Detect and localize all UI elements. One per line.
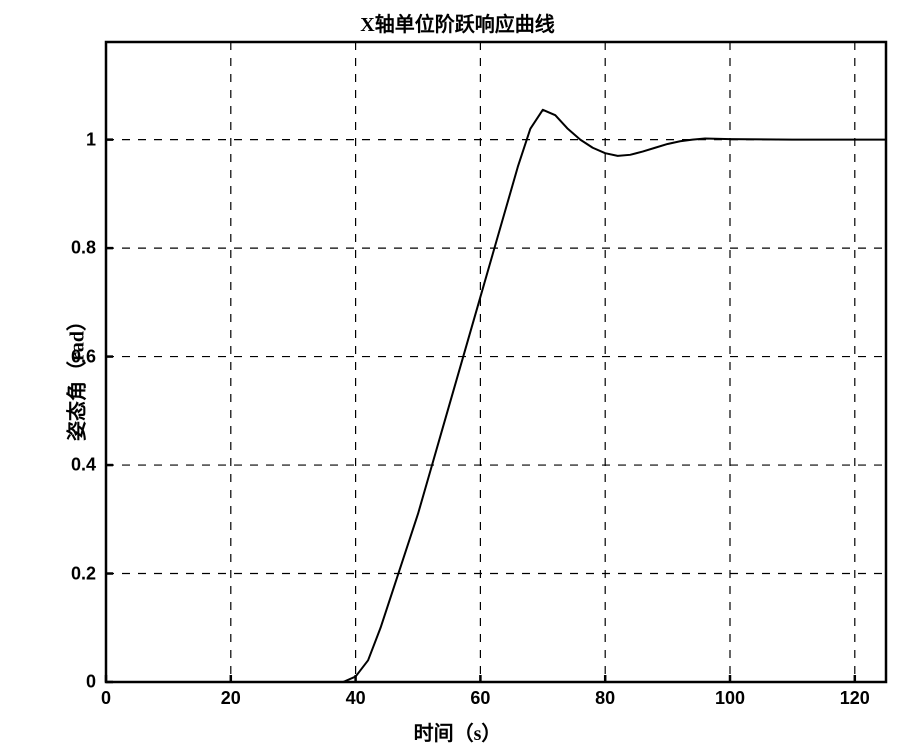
y-tick-label: 0 xyxy=(86,672,96,693)
x-tick-label: 0 xyxy=(101,688,111,709)
x-tick-label: 100 xyxy=(715,688,745,709)
x-tick-label: 120 xyxy=(840,688,870,709)
y-tick-label: 0.6 xyxy=(71,346,96,367)
y-tick-label: 0.8 xyxy=(71,238,96,259)
chart-title: X轴单位阶跃响应曲线 xyxy=(0,8,915,37)
chart-svg xyxy=(106,42,886,682)
x-tick-label: 40 xyxy=(346,688,366,709)
axis-box xyxy=(106,42,886,682)
y-tick-label: 1 xyxy=(86,129,96,150)
x-axis-label: 时间（s） xyxy=(0,717,915,746)
x-tick-label: 80 xyxy=(595,688,615,709)
plot-area xyxy=(106,42,886,682)
y-tick-label: 0.4 xyxy=(71,455,96,476)
x-tick-label: 60 xyxy=(470,688,490,709)
y-tick-label: 0.2 xyxy=(71,563,96,584)
y-axis-label: 姿态角（rad） xyxy=(61,311,90,441)
x-tick-label: 20 xyxy=(221,688,241,709)
series-step-response xyxy=(106,110,886,682)
figure: X轴单位阶跃响应曲线 姿态角（rad） 时间（s） 0 20 40 60 80 100 12… xyxy=(0,0,915,752)
